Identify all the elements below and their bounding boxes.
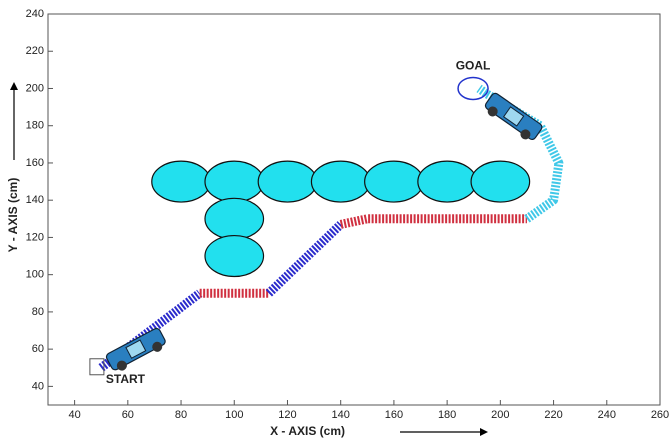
obstacle [311,161,370,202]
x-tick-label: 160 [385,409,403,421]
obstacle [258,161,317,202]
x-tick-label: 180 [438,409,456,421]
y-tick-label: 140 [26,194,44,206]
y-tick-label: 220 [26,45,44,57]
y-axis-label: Y - AXIS (cm) [6,178,20,253]
y-tick-label: 240 [26,8,44,20]
y-tick-label: 100 [26,269,44,281]
robot-icon [105,327,168,375]
obstacle [205,236,264,277]
x-tick-label: 200 [491,409,509,421]
y-tick-label: 40 [32,380,44,392]
y-arrow-head [10,82,18,90]
y-tick-label: 80 [32,306,44,318]
x-tick-label: 100 [225,409,243,421]
x-tick-label: 60 [122,409,134,421]
y-tick-label: 120 [26,231,44,243]
start-label: START [106,372,146,386]
path-segment [269,224,341,293]
x-arrow-head [480,428,488,436]
x-tick-label: 260 [651,409,669,421]
x-tick-label: 40 [68,409,80,421]
x-tick-label: 140 [332,409,350,421]
obstacle [205,161,264,202]
y-tick-label: 180 [26,120,44,132]
x-tick-label: 220 [544,409,562,421]
y-tick-label: 60 [32,343,44,355]
y-tick-label: 200 [26,82,44,94]
obstacle [205,198,264,239]
obstacle [471,161,530,202]
goal-label: GOAL [456,59,491,73]
obstacle [365,161,424,202]
y-tick-label: 160 [26,157,44,169]
path-segment [341,219,527,225]
chart: X - AXIS (cm) Y - AXIS (cm) 40 60 80 100 120… [0,0,671,441]
x-axis-label: X - AXIS (cm) [270,424,345,438]
obstacle [418,161,477,202]
x-tick-label: 240 [598,409,616,421]
obstacle [152,161,211,202]
x-tick-label: 80 [175,409,187,421]
x-tick-label: 120 [278,409,296,421]
